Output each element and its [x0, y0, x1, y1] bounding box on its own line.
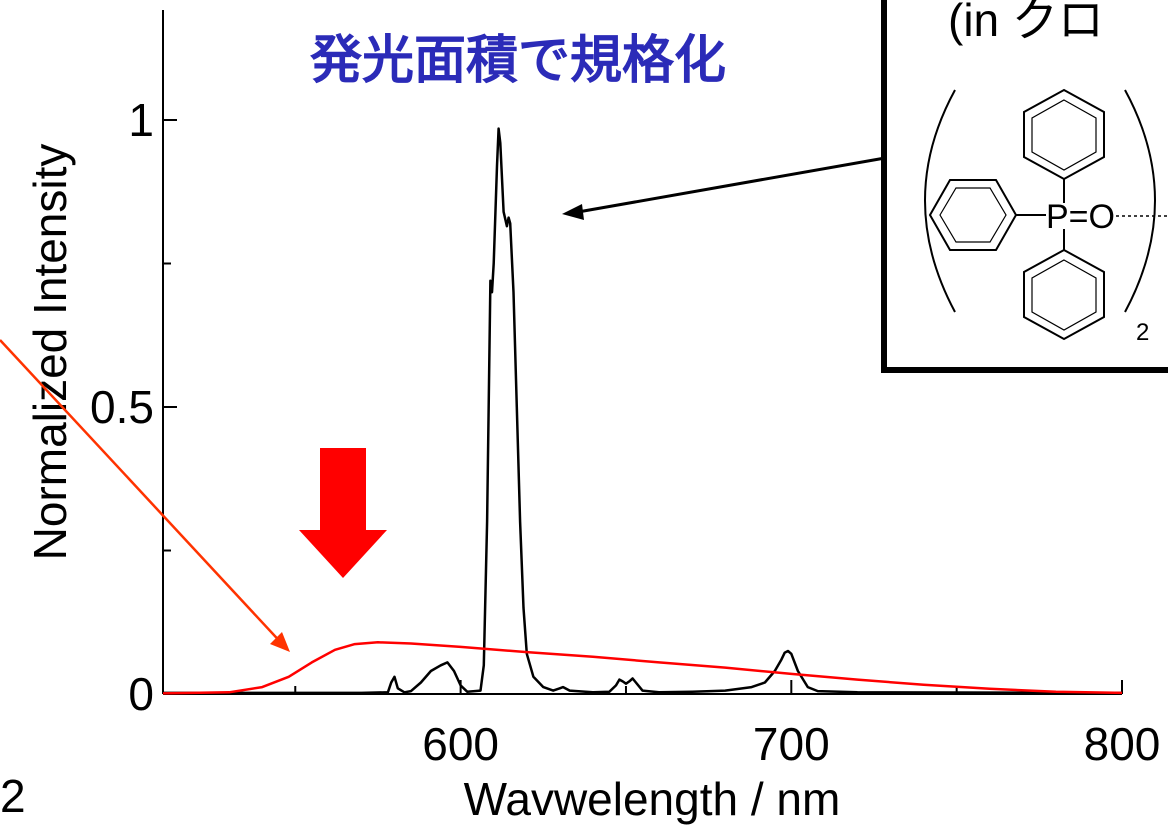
y-tick-label-1: 1 [128, 94, 154, 146]
chart-title: 発光面積で規格化 [310, 31, 726, 91]
series-line-red [162, 641, 1123, 695]
series-line-black [163, 127, 1123, 695]
y-axis-title: Normalized Intensity [24, 144, 76, 561]
red-down-arrow [299, 448, 387, 578]
phenyl-ring-bottom [1023, 248, 1105, 341]
axis-tick-labels: 600 700 800 0 0.5 1 [90, 94, 1160, 770]
red-pointer-arrow [0, 339, 290, 652]
inset-atoms: P=O [1046, 198, 1115, 236]
inset-structure-box: (in クロ P=O 2 [881, 0, 1168, 373]
x-axis-title: Wavwelength / nm [464, 773, 841, 825]
x-tick-label-600: 600 [422, 718, 499, 770]
inset-label: (in クロ [948, 0, 1104, 46]
x-tick-label-800: 800 [1084, 718, 1161, 770]
black-pointer-arrow [562, 156, 886, 220]
inset-subscript: 2 [1136, 319, 1149, 346]
x-tick-label-700: 700 [753, 718, 830, 770]
y-tick-label-0.5: 0.5 [90, 381, 154, 433]
series-group [162, 127, 1123, 695]
bottom-left-fragment: 2 [0, 770, 26, 822]
y-tick-label-0: 0 [128, 668, 154, 720]
